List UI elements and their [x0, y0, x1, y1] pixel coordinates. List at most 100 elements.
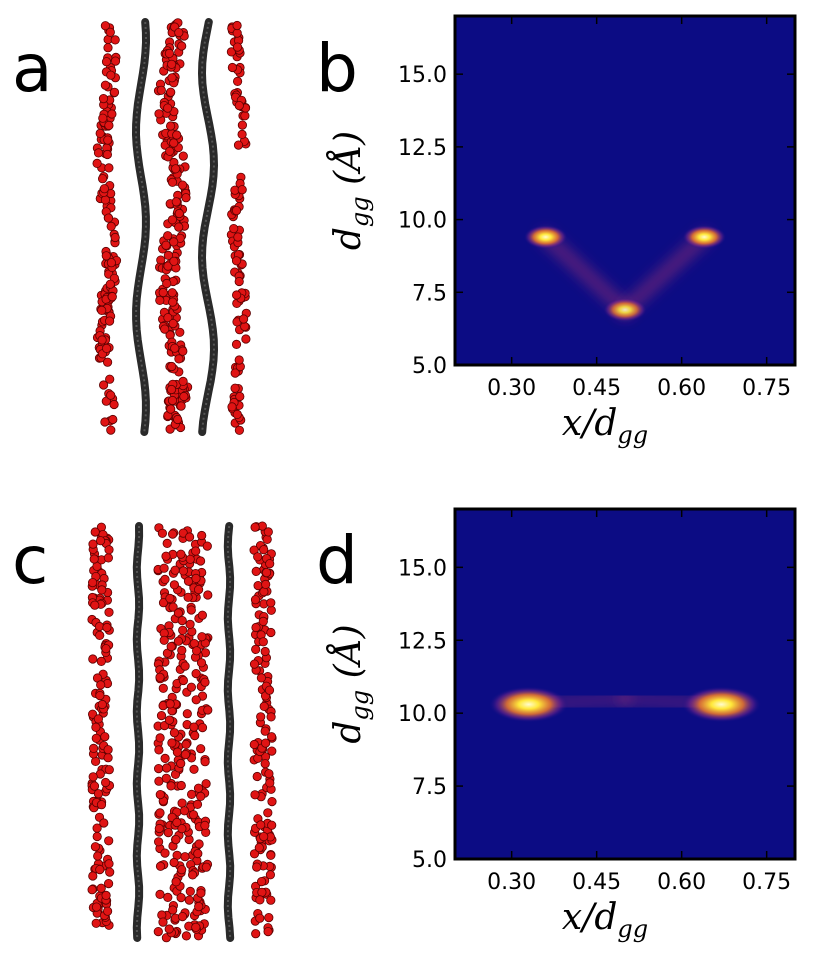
ion-particle: [109, 399, 119, 410]
ion-particle: [90, 527, 100, 537]
ion-particle: [155, 861, 166, 871]
ion-particle: [178, 180, 188, 190]
plot-frame: [453, 507, 797, 861]
ion-particle: [181, 739, 191, 750]
ion-particle: [93, 148, 104, 158]
y-tick-label: 12.5: [398, 136, 447, 161]
ion-particle: [104, 545, 114, 555]
ion-particle: [103, 906, 113, 916]
ion-particle: [177, 645, 187, 656]
y-axis-label: dgg (Å): [327, 131, 374, 250]
ion-particle: [185, 886, 195, 897]
ion-particle: [260, 738, 271, 748]
ion-particle: [105, 374, 115, 384]
y-tick-label: 15.0: [398, 63, 447, 88]
ion-particle: [193, 783, 204, 793]
ion-particle: [93, 789, 104, 799]
ion-particle: [180, 852, 190, 862]
ion-particle: [176, 758, 186, 769]
ion-particle: [101, 644, 111, 654]
ion-particle: [191, 695, 201, 705]
ion-particle: [104, 859, 114, 869]
ion-particle: [251, 929, 261, 939]
ion-particle: [156, 710, 167, 721]
ion-particle: [167, 288, 177, 298]
ion-particle: [265, 870, 275, 880]
plot-frame: [453, 14, 797, 367]
ion-particle: [232, 290, 242, 300]
ion-particle: [267, 820, 277, 830]
heatmap-peak: [682, 225, 727, 250]
ion-particle: [168, 905, 178, 915]
ion-particle: [266, 895, 276, 905]
ion-particle: [190, 730, 200, 741]
ion-particle: [250, 522, 260, 532]
ion-particle: [234, 355, 244, 365]
ion-particle: [233, 140, 244, 150]
ion-particle: [178, 625, 188, 635]
ion-particle: [249, 849, 260, 859]
ion-particle: [163, 827, 173, 838]
ion-particle: [177, 798, 187, 808]
ion-particle: [169, 728, 179, 738]
heatmap-panel-b: 0.30 0.45 0.60 0.75 5.0 7.5 10.0 12.5 15.0 x/dgg d…: [327, 14, 797, 449]
ion-particle: [231, 206, 242, 216]
ion-particle: [88, 539, 98, 549]
ion-particle: [250, 790, 260, 800]
ion-particle: [260, 759, 270, 769]
ion-particle: [251, 622, 261, 633]
ion-particle: [194, 584, 204, 595]
ion-particle: [106, 425, 116, 435]
ion-particle: [185, 532, 195, 542]
ion-particle: [159, 635, 169, 645]
ion-particle: [106, 70, 116, 80]
ion-particle: [103, 135, 113, 145]
ion-particle: [102, 622, 112, 633]
ion-particle: [227, 62, 237, 73]
ion-particle: [233, 232, 243, 242]
ion-particle: [99, 380, 109, 390]
snapshot-panel-a: [92, 18, 251, 436]
ion-particle: [162, 538, 172, 549]
ion-particle: [259, 701, 269, 712]
snapshot-panel-c: [87, 521, 277, 943]
x-tick-label: 0.60: [657, 376, 706, 401]
ion-particle: [91, 902, 102, 912]
heatmap-peak: [488, 686, 569, 723]
ion-particle: [98, 113, 108, 123]
ion-particle: [169, 256, 179, 266]
ion-particle: [104, 607, 114, 617]
ion-particle: [98, 94, 109, 104]
ion-particle: [189, 764, 199, 774]
heatmap-panel-d: 0.30 0.45 0.60 0.75 5.0 7.5 10.0 12.5 15.0 x/dgg d…: [327, 507, 797, 943]
ion-particle: [106, 390, 116, 400]
y-tick-label: 7.5: [412, 281, 447, 306]
ion-particle: [194, 839, 204, 849]
ion-particle: [181, 931, 191, 941]
ion-particle: [234, 276, 244, 287]
ion-particle: [171, 834, 181, 845]
ion-particle: [95, 864, 105, 875]
ion-particle: [100, 80, 111, 90]
graphene-sheet-texture: [226, 525, 232, 939]
ion-particle: [158, 287, 168, 298]
ion-particle: [260, 646, 270, 657]
ion-particle: [98, 174, 108, 184]
ion-particle: [251, 566, 261, 577]
ion-particle: [90, 600, 100, 610]
ion-particle: [178, 566, 188, 576]
y-tick-label: 5.0: [412, 848, 447, 873]
ion-particle: [101, 251, 111, 261]
ion-particle: [100, 195, 111, 205]
ion-particle: [265, 778, 275, 788]
ion-particle: [172, 130, 182, 140]
ion-particle: [97, 305, 107, 315]
ion-particle: [88, 577, 98, 588]
ion-particle: [263, 808, 273, 818]
ion-particle: [104, 120, 114, 131]
ion-particle: [158, 917, 168, 927]
ion-particle: [180, 749, 191, 760]
ion-particle: [161, 240, 171, 250]
x-tick-label: 0.60: [657, 870, 706, 895]
